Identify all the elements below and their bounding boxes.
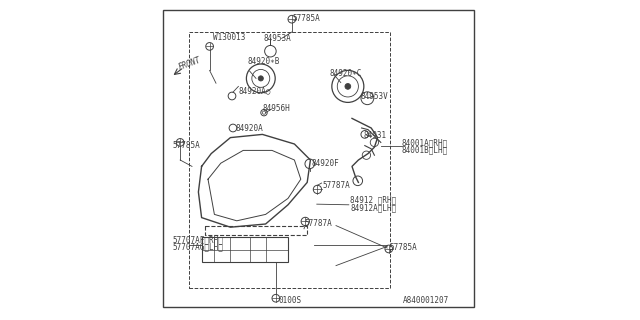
Text: FRONT: FRONT: [178, 56, 202, 72]
FancyBboxPatch shape: [202, 237, 288, 262]
Text: A840001207: A840001207: [403, 296, 449, 305]
Text: W130013: W130013: [212, 33, 245, 42]
Text: 57787A: 57787A: [305, 220, 333, 228]
Text: 84920∗C: 84920∗C: [330, 69, 362, 78]
Text: 84920∗B: 84920∗B: [247, 57, 280, 66]
Text: 84931: 84931: [364, 131, 387, 140]
Text: 84953A: 84953A: [264, 34, 292, 43]
Text: 84920A: 84920A: [236, 124, 263, 132]
Text: 84953V: 84953V: [361, 92, 388, 100]
Text: 57785A: 57785A: [292, 14, 321, 23]
Circle shape: [345, 84, 351, 89]
Text: 84912A〈LH〉: 84912A〈LH〉: [351, 203, 397, 212]
Text: 84920A○: 84920A○: [239, 87, 271, 96]
Text: 84956H: 84956H: [262, 104, 290, 113]
Text: 0100S: 0100S: [278, 296, 301, 305]
Text: 57787A: 57787A: [323, 181, 350, 190]
Text: 57707AG〈LH〉: 57707AG〈LH〉: [173, 243, 223, 252]
Text: 57785A: 57785A: [173, 141, 200, 150]
Text: 57785A: 57785A: [390, 244, 417, 252]
Text: 57707AF〈RH〉: 57707AF〈RH〉: [173, 236, 223, 244]
Text: 84920F: 84920F: [312, 159, 339, 168]
FancyBboxPatch shape: [163, 10, 474, 307]
Text: 84001B〈LH〉: 84001B〈LH〉: [402, 145, 448, 154]
Text: 84912 〈RH〉: 84912 〈RH〉: [351, 196, 397, 204]
Text: 84001A〈RH〉: 84001A〈RH〉: [402, 138, 448, 147]
Circle shape: [259, 76, 264, 81]
